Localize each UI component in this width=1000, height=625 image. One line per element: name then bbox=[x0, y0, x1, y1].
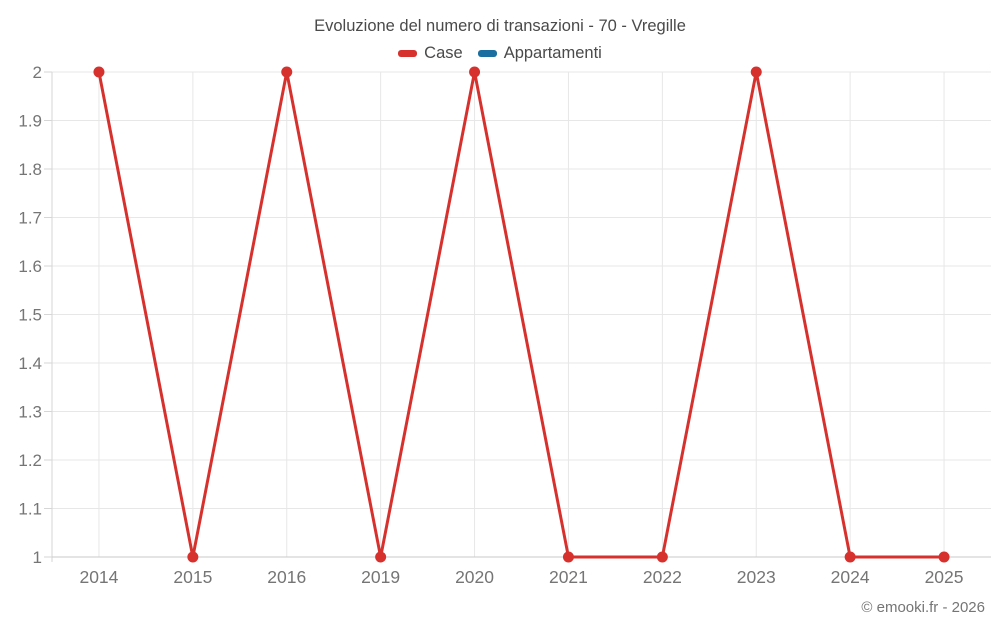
case-legend-label: Case bbox=[424, 44, 463, 62]
legend-item-appartamenti[interactable]: Appartamenti bbox=[477, 44, 602, 63]
x-axis-label: 2024 bbox=[831, 567, 870, 587]
data-point-case-2019[interactable] bbox=[375, 551, 387, 563]
y-axis-label: 1.7 bbox=[18, 209, 42, 228]
x-axis-label: 2021 bbox=[549, 567, 588, 587]
case-legend-swatch bbox=[398, 50, 418, 57]
data-point-case-2015[interactable] bbox=[187, 551, 199, 563]
y-axis-label: 2 bbox=[33, 63, 42, 82]
series-line-case bbox=[97, 70, 946, 559]
data-point-case-2014[interactable] bbox=[93, 66, 105, 78]
x-axis-label: 2025 bbox=[925, 567, 964, 587]
watermark: © emooki.fr - 2026 bbox=[861, 599, 985, 616]
y-axis-label: 1.3 bbox=[18, 403, 42, 422]
data-point-case-2020[interactable] bbox=[469, 66, 481, 78]
chart-title: Evoluzione del numero di transazioni - 7… bbox=[314, 17, 686, 35]
y-axis-label: 1.1 bbox=[18, 500, 42, 519]
y-axis-label: 1.9 bbox=[18, 112, 42, 131]
y-axis-label: 1 bbox=[33, 548, 42, 567]
x-axis-label: 2023 bbox=[737, 567, 776, 587]
y-axis-label: 1.4 bbox=[18, 354, 42, 373]
legend-item-case[interactable]: Case bbox=[398, 44, 463, 63]
x-axis-label: 2016 bbox=[267, 567, 306, 587]
y-axis-label: 1.6 bbox=[18, 257, 42, 276]
data-point-case-2025[interactable] bbox=[938, 551, 950, 563]
x-axis-label: 2019 bbox=[361, 567, 400, 587]
appartamenti-legend-swatch bbox=[477, 50, 497, 57]
data-point-case-2022[interactable] bbox=[656, 551, 668, 563]
x-axis-label: 2014 bbox=[79, 567, 118, 587]
legend: Case Appartamenti bbox=[0, 44, 1000, 63]
y-axis-label: 1.2 bbox=[18, 451, 42, 470]
y-axis-label: 1.8 bbox=[18, 160, 42, 179]
data-point-case-2016[interactable] bbox=[281, 66, 293, 78]
x-axis-label: 2022 bbox=[643, 567, 682, 587]
x-axis-label: 2020 bbox=[455, 567, 494, 587]
appartamenti-legend-label: Appartamenti bbox=[503, 44, 602, 62]
data-point-case-2023[interactable] bbox=[750, 66, 762, 78]
x-axis-label: 2015 bbox=[173, 567, 212, 587]
y-axis-label: 1.5 bbox=[18, 306, 42, 325]
data-point-case-2024[interactable] bbox=[844, 551, 856, 563]
data-point-case-2021[interactable] bbox=[562, 551, 574, 563]
